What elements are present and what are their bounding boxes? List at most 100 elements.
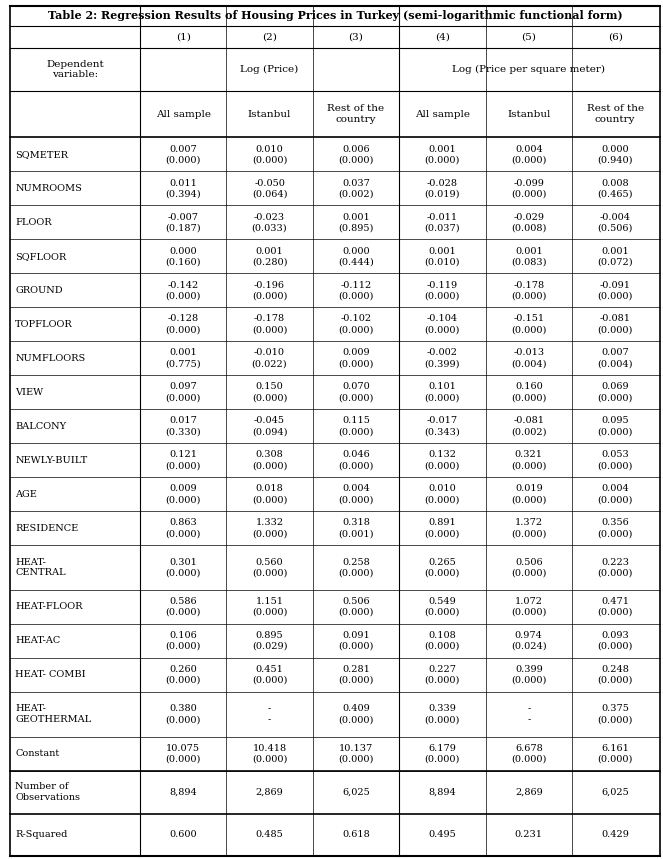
- Text: 0.001
(0.010): 0.001 (0.010): [424, 247, 460, 266]
- Text: 0.560
(0.000): 0.560 (0.000): [252, 557, 287, 577]
- Text: 6.161
(0.000): 6.161 (0.000): [597, 744, 633, 764]
- Text: -0.050
(0.064): -0.050 (0.064): [252, 179, 287, 198]
- Text: -0.102
(0.000): -0.102 (0.000): [338, 314, 374, 334]
- Text: TOPFLOOR: TOPFLOOR: [15, 320, 73, 329]
- Text: 0.451
(0.000): 0.451 (0.000): [252, 665, 287, 685]
- Text: 0.001
(0.775): 0.001 (0.775): [165, 349, 201, 369]
- Text: 0.006
(0.000): 0.006 (0.000): [338, 144, 374, 164]
- Text: -0.013
(0.004): -0.013 (0.004): [511, 349, 546, 369]
- Text: 0.046
(0.000): 0.046 (0.000): [338, 450, 374, 470]
- Text: 0.429: 0.429: [601, 831, 629, 839]
- Text: (6): (6): [608, 33, 623, 41]
- Text: 0.974
(0.024): 0.974 (0.024): [511, 631, 546, 651]
- Text: All sample: All sample: [156, 110, 211, 119]
- Text: 0.231: 0.231: [514, 831, 543, 839]
- Text: 0.895
(0.029): 0.895 (0.029): [252, 631, 287, 651]
- Text: 0.019
(0.000): 0.019 (0.000): [511, 484, 546, 504]
- Text: 0.000
(0.444): 0.000 (0.444): [338, 247, 374, 266]
- Text: -0.104
(0.000): -0.104 (0.000): [425, 314, 460, 334]
- Text: 0.586
(0.000): 0.586 (0.000): [165, 597, 201, 617]
- Text: 0.506
(0.000): 0.506 (0.000): [338, 597, 374, 617]
- Text: 1.072
(0.000): 1.072 (0.000): [511, 597, 546, 617]
- Text: -0.011
(0.037): -0.011 (0.037): [424, 212, 460, 232]
- Text: 0.321
(0.000): 0.321 (0.000): [511, 450, 546, 470]
- Text: 0.009
(0.000): 0.009 (0.000): [338, 349, 374, 369]
- Text: -0.017
(0.343): -0.017 (0.343): [424, 417, 460, 436]
- Text: 0.010
(0.000): 0.010 (0.000): [425, 484, 460, 504]
- Text: 0.301
(0.000): 0.301 (0.000): [165, 557, 201, 577]
- Text: 1.151
(0.000): 1.151 (0.000): [252, 597, 287, 617]
- Text: NUMROOMS: NUMROOMS: [15, 184, 82, 193]
- Text: -0.099
(0.000): -0.099 (0.000): [511, 179, 546, 198]
- Text: 0.308
(0.000): 0.308 (0.000): [252, 450, 287, 470]
- Text: 0.001
(0.000): 0.001 (0.000): [425, 144, 460, 164]
- Text: -0.045
(0.094): -0.045 (0.094): [252, 417, 287, 436]
- Text: 0.115
(0.000): 0.115 (0.000): [338, 417, 374, 436]
- Text: -0.128
(0.000): -0.128 (0.000): [165, 314, 201, 334]
- Text: 0.258
(0.000): 0.258 (0.000): [338, 557, 374, 577]
- Text: 0.018
(0.000): 0.018 (0.000): [252, 484, 287, 504]
- Text: Dependent
variable:: Dependent variable:: [46, 59, 104, 79]
- Text: (2): (2): [262, 33, 277, 41]
- Text: 0.001
(0.083): 0.001 (0.083): [511, 247, 546, 266]
- Text: NUMFLOORS: NUMFLOORS: [15, 354, 86, 362]
- Text: (3): (3): [349, 33, 363, 41]
- Text: 0.485: 0.485: [256, 831, 283, 839]
- Text: 0.069
(0.000): 0.069 (0.000): [597, 382, 633, 402]
- Text: Log (Price per square meter): Log (Price per square meter): [452, 65, 605, 74]
- Text: -0.178
(0.000): -0.178 (0.000): [252, 314, 287, 334]
- Text: 0.339
(0.000): 0.339 (0.000): [425, 704, 460, 724]
- Text: 0.380
(0.000): 0.380 (0.000): [165, 704, 201, 724]
- Text: Log (Price): Log (Price): [241, 65, 298, 74]
- Text: -
-: - -: [268, 704, 271, 724]
- Text: 0.011
(0.394): 0.011 (0.394): [165, 179, 201, 198]
- Text: 0.010
(0.000): 0.010 (0.000): [252, 144, 287, 164]
- Text: 0.132
(0.000): 0.132 (0.000): [425, 450, 460, 470]
- Text: 0.891
(0.000): 0.891 (0.000): [425, 518, 460, 538]
- Text: Istanbul: Istanbul: [248, 110, 291, 119]
- Text: -0.007
(0.187): -0.007 (0.187): [165, 212, 201, 232]
- Text: -0.029
(0.008): -0.029 (0.008): [511, 212, 546, 232]
- Text: 0.007
(0.004): 0.007 (0.004): [597, 349, 633, 369]
- Text: 0.001
(0.895): 0.001 (0.895): [338, 212, 374, 232]
- Text: 0.281
(0.000): 0.281 (0.000): [338, 665, 374, 685]
- Text: 0.318
(0.001): 0.318 (0.001): [338, 518, 374, 538]
- Text: 0.095
(0.000): 0.095 (0.000): [597, 417, 633, 436]
- Text: 0.093
(0.000): 0.093 (0.000): [597, 631, 633, 651]
- Text: (1): (1): [176, 33, 190, 41]
- Text: NEWLY-BUILT: NEWLY-BUILT: [15, 456, 88, 465]
- Text: -0.023
(0.033): -0.023 (0.033): [252, 212, 287, 232]
- Text: 0.399
(0.000): 0.399 (0.000): [511, 665, 546, 685]
- Text: -0.004
(0.506): -0.004 (0.506): [597, 212, 633, 232]
- Text: 8,894: 8,894: [428, 788, 456, 796]
- Text: -0.081
(0.000): -0.081 (0.000): [597, 314, 633, 334]
- Text: Number of
Observations: Number of Observations: [15, 783, 80, 802]
- Text: 0.108
(0.000): 0.108 (0.000): [425, 631, 460, 651]
- Text: 0.227
(0.000): 0.227 (0.000): [425, 665, 460, 685]
- Text: 6,025: 6,025: [601, 788, 629, 796]
- Text: Constant: Constant: [15, 749, 60, 758]
- Text: 0.600: 0.600: [169, 831, 197, 839]
- Text: 0.091
(0.000): 0.091 (0.000): [338, 631, 374, 651]
- Text: -0.196
(0.000): -0.196 (0.000): [252, 281, 287, 301]
- Text: (4): (4): [435, 33, 450, 41]
- Text: 0.863
(0.000): 0.863 (0.000): [165, 518, 201, 538]
- Text: 0.037
(0.002): 0.037 (0.002): [338, 179, 374, 198]
- Text: 0.004
(0.000): 0.004 (0.000): [338, 484, 374, 504]
- Text: 0.618: 0.618: [342, 831, 370, 839]
- Text: Rest of the
country: Rest of the country: [328, 104, 385, 124]
- Text: 0.260
(0.000): 0.260 (0.000): [165, 665, 201, 685]
- Text: 0.356
(0.000): 0.356 (0.000): [597, 518, 633, 538]
- Text: 2,869: 2,869: [515, 788, 542, 796]
- Text: HEAT-
CENTRAL: HEAT- CENTRAL: [15, 557, 66, 577]
- Text: 0.375
(0.000): 0.375 (0.000): [597, 704, 633, 724]
- Text: 0.000
(0.160): 0.000 (0.160): [165, 247, 201, 266]
- Text: 0.471
(0.000): 0.471 (0.000): [597, 597, 633, 617]
- Text: 10.137
(0.000): 10.137 (0.000): [338, 744, 374, 764]
- Text: 0.000
(0.940): 0.000 (0.940): [597, 144, 633, 164]
- Text: -0.010
(0.022): -0.010 (0.022): [252, 349, 287, 369]
- Text: 0.506
(0.000): 0.506 (0.000): [511, 557, 546, 577]
- Text: -0.112
(0.000): -0.112 (0.000): [338, 281, 374, 301]
- Text: FLOOR: FLOOR: [15, 218, 52, 227]
- Text: 1.332
(0.000): 1.332 (0.000): [252, 518, 287, 538]
